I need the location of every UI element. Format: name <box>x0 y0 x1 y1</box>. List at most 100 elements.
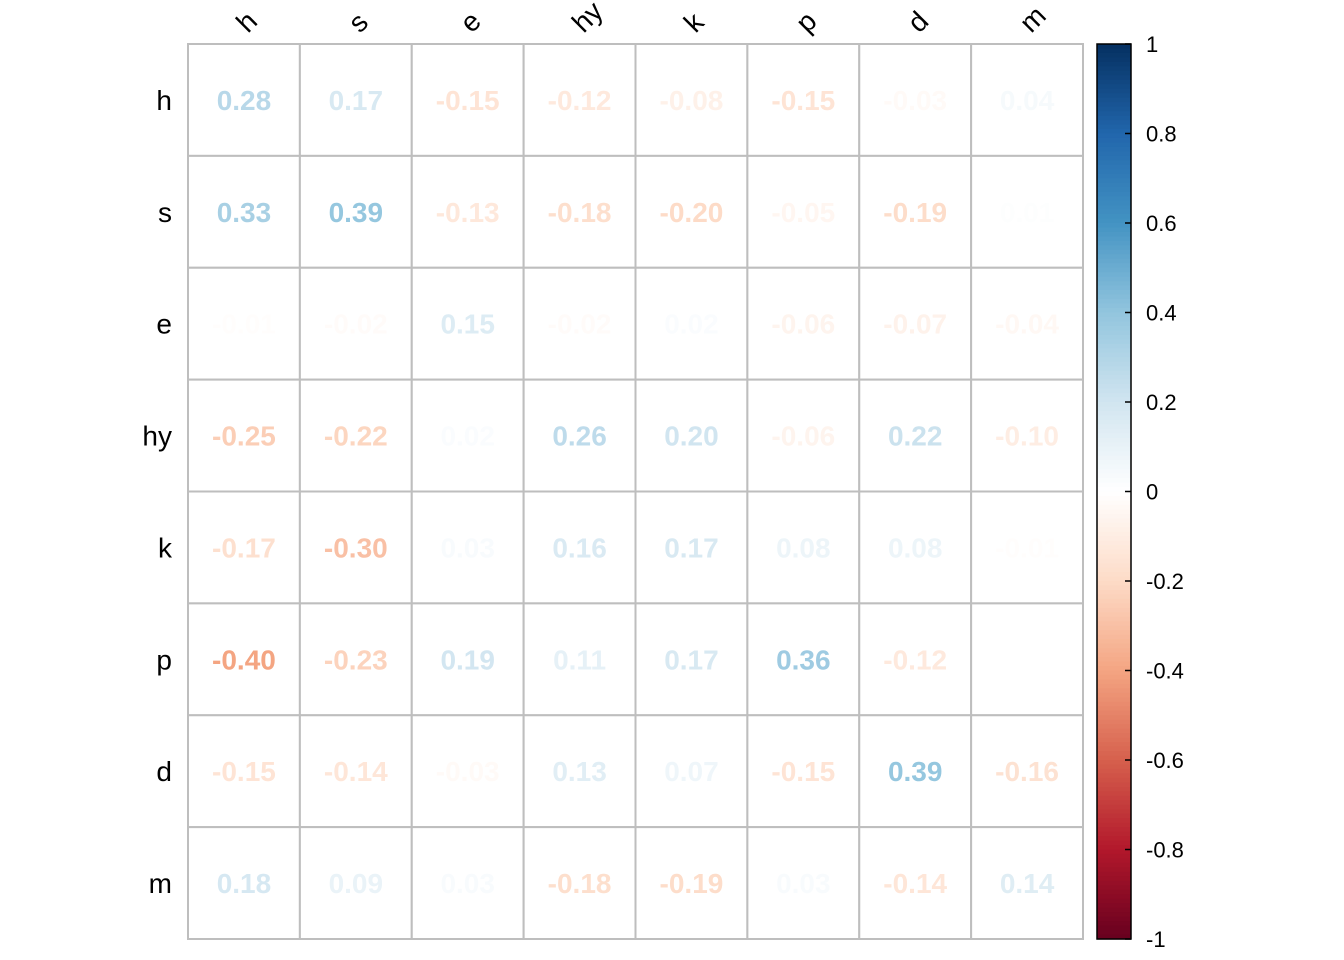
colorbar-segment <box>1097 482 1131 488</box>
cell-rect <box>522 154 637 269</box>
colorbar-segment <box>1097 880 1131 886</box>
colorbar-segment <box>1097 402 1131 408</box>
cell-value-label: 0.22 <box>888 421 943 452</box>
cell-value-label: -0.12 <box>548 85 612 116</box>
cell-rect <box>410 826 525 940</box>
colorbar-segment <box>1097 102 1131 108</box>
cell-value-label: -0.10 <box>995 421 1059 452</box>
row-labels: h s e hy k p d m <box>142 85 173 899</box>
colorbar-segment <box>1097 795 1131 801</box>
cell-rect <box>634 378 749 493</box>
heatmap-cell: 0.26 <box>522 378 637 493</box>
cell-value-label: 0.00 <box>1000 644 1055 675</box>
cell-value-label: -0.22 <box>324 421 388 452</box>
cell-value-label: 0.14 <box>1000 868 1055 899</box>
heatmap-cell: -0.30 <box>298 490 413 605</box>
heatmap-cells: 0.28 0.17 -0.15 -0.12 -0.08 -0.15 -0.03 0.04 0.3… <box>187 43 1084 940</box>
colorbar-segment <box>1097 710 1131 716</box>
colorbar-segment <box>1097 178 1131 184</box>
colorbar-segment <box>1097 755 1131 761</box>
cell-rect <box>410 266 525 381</box>
heatmap-cell: -0.03 <box>410 714 525 829</box>
colorbar-segment <box>1097 169 1131 175</box>
colorbar-tick-label: -1 <box>1146 927 1166 952</box>
colorbar-segment <box>1097 437 1131 443</box>
colorbar-segment <box>1097 894 1131 900</box>
column-label: k <box>678 6 711 39</box>
colorbar-segment <box>1097 827 1131 833</box>
colorbar-segment <box>1097 415 1131 421</box>
heatmap-cell: 0.22 <box>858 378 973 493</box>
heatmap-cell: -0.17 <box>187 490 301 605</box>
cell-value-label: -0.20 <box>660 197 724 228</box>
row-label: s <box>158 197 172 228</box>
colorbar-segment <box>1097 473 1131 479</box>
colorbar-segment <box>1097 196 1131 202</box>
cell-value-label: -0.05 <box>771 197 835 228</box>
colorbar-segment <box>1097 173 1131 179</box>
cell-rect <box>522 266 637 381</box>
colorbar-segment <box>1097 129 1131 135</box>
cell-rect <box>970 490 1084 605</box>
cell-value-label: -0.01 <box>212 309 276 340</box>
colorbar-segment <box>1097 469 1131 475</box>
column-labels: h s e hy k p d m <box>230 0 1052 38</box>
heatmap-cell: 0.39 <box>858 714 973 829</box>
colorbar-segment <box>1097 885 1131 891</box>
heatmap-cell: -0.12 <box>522 43 637 157</box>
colorbar-segment <box>1097 612 1131 618</box>
cell-rect <box>746 43 861 157</box>
cell-rect <box>187 266 301 381</box>
cell-rect <box>970 43 1084 157</box>
heatmap-cell: 0.09 <box>298 826 413 940</box>
colorbar-segment <box>1097 634 1131 640</box>
colorbar-segment <box>1097 48 1131 54</box>
cell-value-label: -0.06 <box>771 421 835 452</box>
column-label: d <box>902 5 935 38</box>
cell-rect <box>858 602 973 717</box>
colorbar-segment <box>1097 840 1131 846</box>
heatmap-cell: -0.19 <box>858 154 973 269</box>
heatmap-cell: 0.18 <box>187 826 301 940</box>
cell-value-label: 0.08 <box>776 532 831 563</box>
heatmap-cell: 0.33 <box>187 154 301 269</box>
colorbar-segment <box>1097 706 1131 712</box>
row-label: m <box>149 868 172 899</box>
cell-rect <box>746 266 861 381</box>
colorbar-segment <box>1097 500 1131 506</box>
colorbar-segment <box>1097 845 1131 851</box>
colorbar-segment <box>1097 621 1131 627</box>
colorbar-segment <box>1097 419 1131 425</box>
colorbar-segment <box>1097 106 1131 112</box>
cell-rect <box>746 602 861 717</box>
heatmap-cell: -0.18 <box>522 154 637 269</box>
colorbar-segment <box>1097 746 1131 752</box>
cell-value-label: 0.02 <box>440 421 495 452</box>
heatmap-cell: 0.39 <box>298 154 413 269</box>
heatmap-cell: -0.19 <box>634 826 749 940</box>
heatmap-cell: 0.11 <box>522 602 637 717</box>
colorbar-segment <box>1097 912 1131 918</box>
colorbar-segment <box>1097 303 1131 309</box>
colorbar-segment <box>1097 343 1131 349</box>
colorbar-segment <box>1097 495 1131 502</box>
colorbar-tick-label: -0.4 <box>1146 659 1184 684</box>
row-label: d <box>156 756 172 787</box>
heatmap-cell: 0.19 <box>410 602 525 717</box>
heatmap-cell: -0.12 <box>858 602 973 717</box>
colorbar-segment <box>1097 907 1131 913</box>
cell-rect <box>522 490 637 605</box>
colorbar-segment <box>1097 903 1131 909</box>
cell-rect <box>187 714 301 829</box>
colorbar-segment <box>1097 339 1131 345</box>
colorbar-segment <box>1097 643 1131 649</box>
cell-rect <box>187 378 301 493</box>
heatmap-cell: 0.03 <box>410 826 525 940</box>
cell-value-label: 0.13 <box>552 756 607 787</box>
cell-value-label: 0.03 <box>776 868 831 899</box>
cell-rect <box>970 154 1084 269</box>
colorbar-segment <box>1097 236 1131 242</box>
colorbar-segment <box>1097 666 1131 672</box>
cell-value-label: 0.11 <box>553 644 606 675</box>
